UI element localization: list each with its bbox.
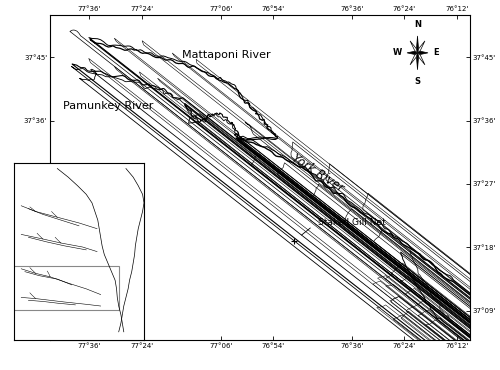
Text: W: W bbox=[392, 48, 402, 57]
Text: Pamunkey River: Pamunkey River bbox=[62, 101, 153, 111]
Polygon shape bbox=[416, 36, 418, 53]
Polygon shape bbox=[418, 53, 425, 65]
Polygon shape bbox=[410, 53, 418, 65]
Text: Staked Gill Net: Staked Gill Net bbox=[318, 218, 386, 226]
Polygon shape bbox=[407, 51, 418, 54]
Text: S: S bbox=[414, 77, 420, 85]
Polygon shape bbox=[418, 41, 425, 53]
Text: York River: York River bbox=[290, 152, 346, 195]
Text: Mattaponi River: Mattaponi River bbox=[182, 50, 270, 60]
Polygon shape bbox=[416, 53, 418, 70]
Text: N: N bbox=[414, 20, 421, 29]
Text: E: E bbox=[434, 48, 439, 57]
Bar bbox=[7, 266, 118, 310]
Polygon shape bbox=[410, 41, 418, 53]
Polygon shape bbox=[418, 51, 428, 54]
